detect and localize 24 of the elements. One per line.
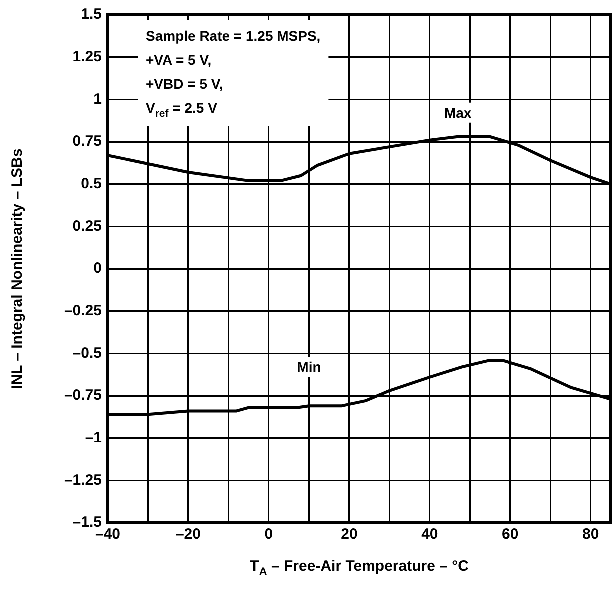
- annotation: +VBD = 5 V,: [146, 76, 224, 92]
- y-tick-label: –0.75: [64, 387, 102, 404]
- y-tick-label: 1.5: [81, 6, 102, 24]
- text: Min: [297, 359, 322, 376]
- y-tick-label: 0.5: [81, 175, 102, 192]
- x-tick-label: 60: [502, 526, 519, 544]
- y-tick-label: –0.5: [72, 344, 102, 362]
- annotation: Sample Rate = 1.25 MSPS,: [146, 28, 321, 44]
- x-tick-label: 20: [341, 526, 358, 544]
- x-tick-label: 40: [422, 526, 438, 544]
- y-tick-label: 0.25: [72, 218, 102, 235]
- x-tick-label: –20: [176, 526, 201, 544]
- x-tick-label: 0: [264, 526, 274, 544]
- y-tick-label: –1: [85, 429, 102, 446]
- y-tick-label: 0.75: [72, 133, 102, 150]
- y-tick-label: 0: [94, 260, 102, 278]
- series-label: Max: [444, 104, 472, 121]
- y-axis-title: INL – Integral Nonlinearity – LSBs: [9, 148, 26, 390]
- y-tick-label: 1.25: [72, 48, 102, 66]
- y-tick-label: 1: [94, 90, 102, 108]
- annotation: +VA = 5 V,: [146, 52, 212, 68]
- y-tick-label: –0.25: [64, 302, 102, 320]
- x-tick-label: 80: [582, 526, 600, 544]
- y-tick-label: –1.25: [64, 472, 102, 489]
